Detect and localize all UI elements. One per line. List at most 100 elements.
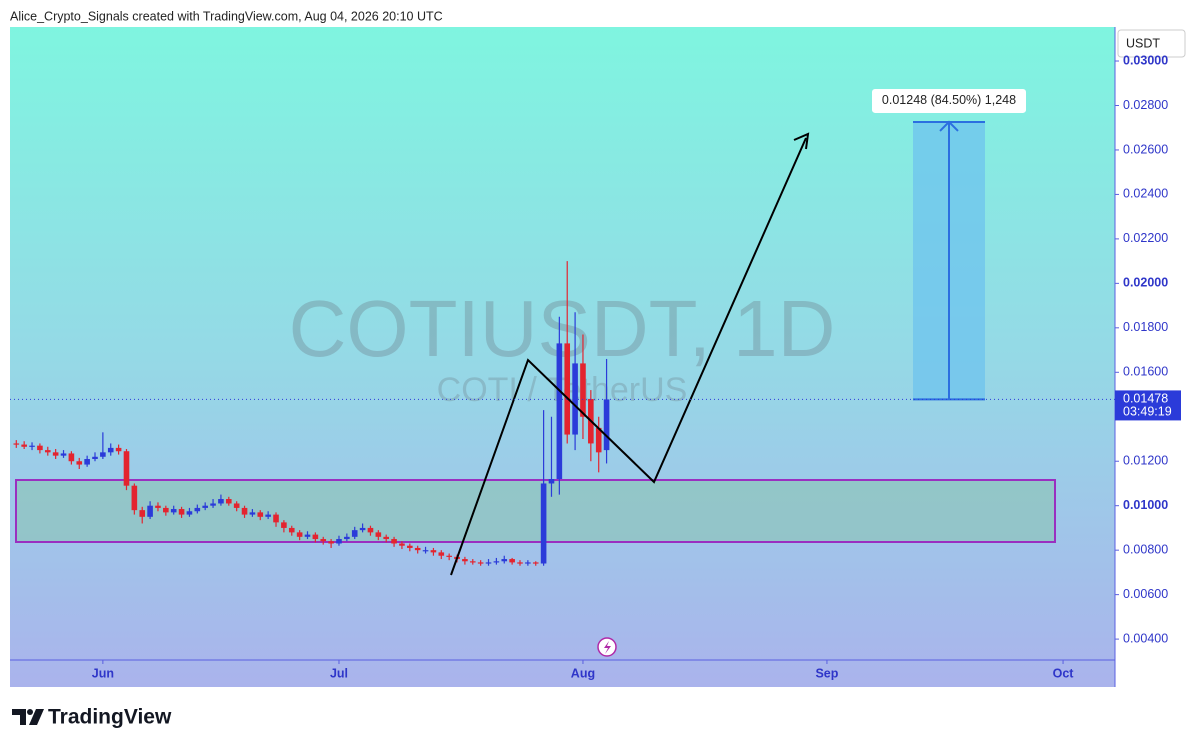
header: Alice_Crypto_Signals created with Tradin… [10, 9, 443, 23]
candle-body [580, 363, 586, 417]
x-tick-label: Jul [330, 666, 348, 680]
candle-body [281, 522, 287, 528]
measure-arrowhead [939, 120, 959, 132]
candle-body [257, 512, 264, 517]
candle-body [147, 505, 153, 517]
y-tick-label: 0.01800 [1123, 320, 1168, 334]
candle-body [265, 514, 271, 517]
measure-label: 0.01248 (84.50%) 1,248 [882, 93, 1016, 107]
y-tick-label: 0.00400 [1123, 631, 1168, 645]
candle-body [44, 450, 51, 453]
y-tick-label: 0.02400 [1123, 187, 1168, 201]
candle-body [501, 559, 508, 562]
x-tick-label: Jun [92, 666, 114, 680]
candle-body [218, 499, 224, 504]
candle-body [414, 547, 421, 551]
candle-body [233, 503, 240, 508]
candle-body [139, 510, 146, 517]
logo-mark [27, 709, 33, 715]
candle-body [60, 453, 67, 456]
candle-body [477, 562, 484, 564]
candle-body [202, 505, 208, 508]
y-tick-label: 0.02800 [1123, 98, 1168, 112]
candle-body [469, 561, 476, 563]
candle-body [37, 445, 43, 451]
candle-body [351, 530, 358, 537]
candle-body [312, 534, 319, 540]
candle-body [485, 562, 492, 564]
y-tick-label: 0.01000 [1123, 498, 1168, 512]
candle-body [328, 541, 334, 544]
projection-arrowhead [793, 132, 810, 150]
last-price-label: 0.01478 [1123, 392, 1168, 406]
candle-body [288, 527, 295, 533]
y-tick-label: 0.00800 [1123, 542, 1168, 556]
x-tick-label: Aug [571, 666, 595, 680]
candle-body [107, 447, 114, 453]
candle-body [430, 550, 437, 553]
measure-label-box [872, 88, 1026, 113]
candle-body [155, 505, 161, 508]
currency-label: USDT [1126, 36, 1160, 50]
candle-body [163, 507, 169, 513]
candle-body [273, 514, 279, 523]
candle-body [249, 512, 256, 515]
candle-body [115, 447, 122, 452]
price-axis-background [1115, 27, 1200, 687]
candle-body [532, 562, 539, 564]
candle-body [123, 451, 130, 486]
candle-body [344, 536, 350, 540]
candle-body [399, 543, 405, 546]
x-tick-label: Oct [1053, 666, 1075, 680]
candle-body [525, 562, 531, 564]
candle-body [241, 507, 248, 515]
currency-box[interactable] [1117, 29, 1186, 58]
candle-body [383, 536, 390, 540]
candle-body [84, 459, 90, 465]
candle-body [52, 452, 59, 456]
candle-body [178, 509, 185, 515]
last-price-tag [1115, 390, 1181, 421]
candle-body [407, 545, 413, 548]
candle-body [548, 479, 555, 484]
candle-body [210, 503, 216, 506]
candle-body [225, 499, 232, 504]
candle-body [29, 445, 35, 447]
candle-body [296, 532, 303, 537]
x-tick-label: Sep [815, 666, 838, 680]
candle-body [493, 561, 500, 563]
candle-body [186, 511, 193, 515]
candle-body [13, 443, 20, 445]
candle-body [100, 452, 106, 457]
candle-body [509, 559, 515, 563]
candle-body [92, 456, 98, 460]
y-tick-label: 0.02600 [1123, 142, 1168, 156]
footer-brand: TradingView [48, 706, 172, 729]
candle-body [375, 532, 382, 537]
candle-body [194, 507, 201, 512]
footer-logo: TradingView [12, 706, 172, 729]
candle-body [603, 399, 610, 451]
candle-body [304, 534, 311, 537]
candle-body [68, 453, 75, 462]
candle-body [21, 444, 27, 447]
candle-body [462, 559, 468, 562]
candle-body [540, 483, 547, 564]
y-tick-label: 0.02000 [1123, 276, 1168, 290]
candle-body [438, 552, 445, 556]
candle-body [446, 555, 452, 557]
projection-path [450, 137, 807, 576]
candle-body [76, 461, 83, 465]
y-tick-label: 0.03000 [1123, 53, 1168, 67]
candle-body [556, 343, 563, 480]
candle-body [595, 427, 602, 453]
candle-body [391, 539, 397, 544]
event-icon-bolt [604, 641, 611, 654]
candle-body [572, 363, 578, 435]
y-tick-label: 0.01200 [1123, 454, 1168, 468]
y-tick-label: 0.01600 [1123, 365, 1168, 379]
countdown-label: 03:49:19 [1123, 405, 1172, 419]
candle-body [170, 509, 177, 513]
logo-mark [12, 709, 26, 725]
